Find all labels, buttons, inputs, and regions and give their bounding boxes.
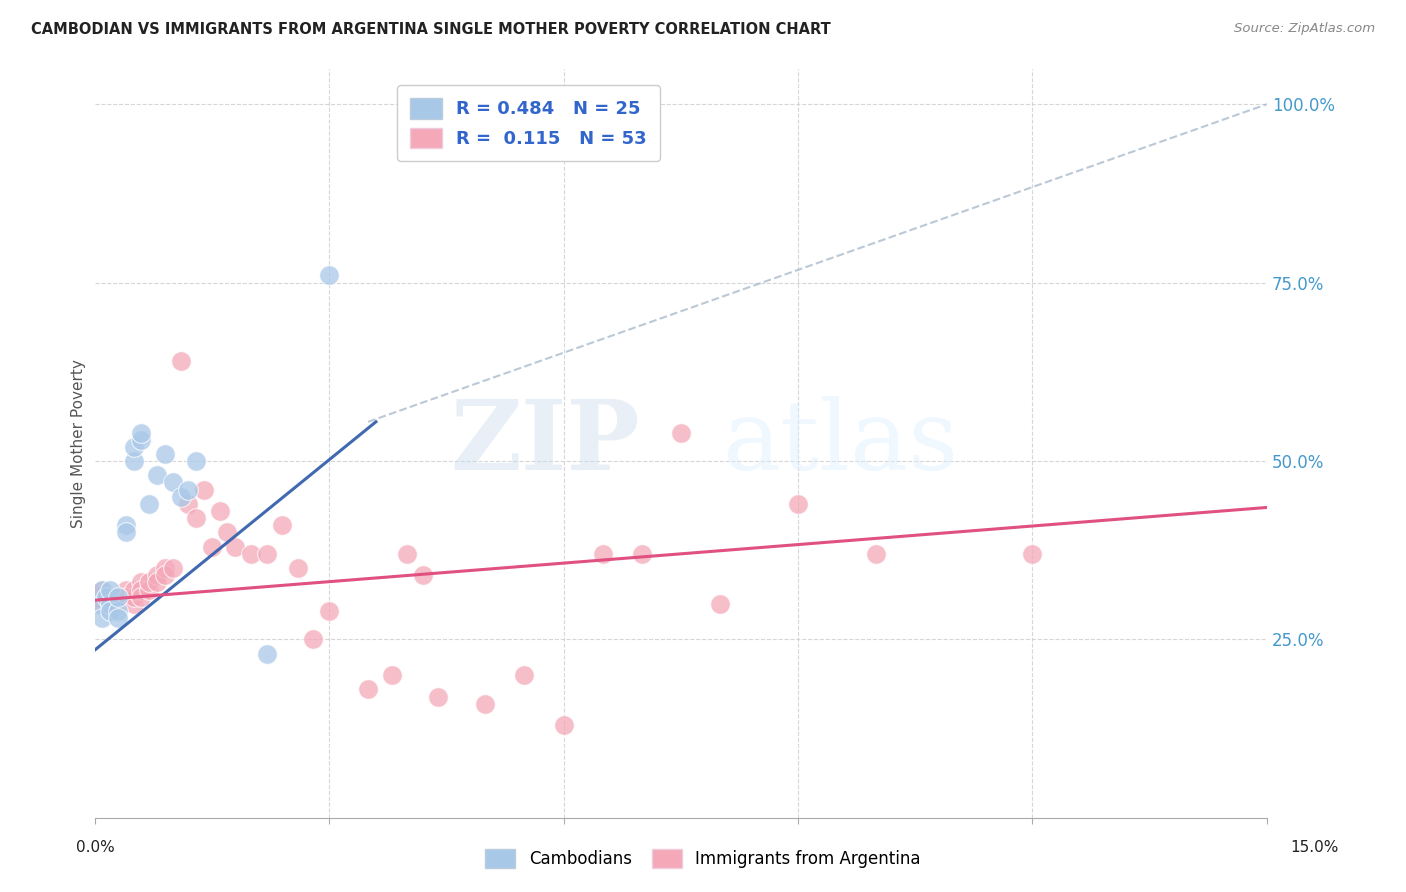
Legend: R = 0.484   N = 25, R =  0.115   N = 53: R = 0.484 N = 25, R = 0.115 N = 53 xyxy=(396,85,659,161)
Point xyxy=(146,568,169,582)
Point xyxy=(107,590,129,604)
Point xyxy=(107,590,129,604)
Point xyxy=(131,425,153,440)
Point xyxy=(131,433,153,447)
Point xyxy=(318,604,340,618)
Point xyxy=(122,440,145,454)
Point xyxy=(427,690,450,704)
Point xyxy=(709,597,731,611)
Text: atlas: atlas xyxy=(721,396,957,491)
Point xyxy=(177,483,200,497)
Point xyxy=(138,575,160,590)
Point xyxy=(357,682,380,697)
Point xyxy=(1021,547,1043,561)
Point xyxy=(98,597,121,611)
Point xyxy=(193,483,215,497)
Point xyxy=(98,604,121,618)
Point xyxy=(153,561,176,575)
Point xyxy=(553,718,575,732)
Point xyxy=(865,547,887,561)
Point xyxy=(114,518,136,533)
Point xyxy=(412,568,434,582)
Point xyxy=(271,518,294,533)
Point xyxy=(122,582,145,597)
Point xyxy=(98,597,121,611)
Text: 15.0%: 15.0% xyxy=(1291,840,1339,855)
Point xyxy=(287,561,309,575)
Point xyxy=(107,604,129,618)
Point xyxy=(302,632,325,647)
Point xyxy=(91,611,114,625)
Point xyxy=(169,490,191,504)
Point xyxy=(91,597,114,611)
Text: Source: ZipAtlas.com: Source: ZipAtlas.com xyxy=(1234,22,1375,36)
Point xyxy=(122,590,145,604)
Point xyxy=(87,597,110,611)
Point xyxy=(153,568,176,582)
Point xyxy=(162,475,184,490)
Point xyxy=(318,268,340,283)
Point xyxy=(256,547,278,561)
Point xyxy=(122,597,145,611)
Point xyxy=(87,590,110,604)
Point xyxy=(153,447,176,461)
Point xyxy=(256,647,278,661)
Text: CAMBODIAN VS IMMIGRANTS FROM ARGENTINA SINGLE MOTHER POVERTY CORRELATION CHART: CAMBODIAN VS IMMIGRANTS FROM ARGENTINA S… xyxy=(31,22,831,37)
Point xyxy=(224,540,246,554)
Point xyxy=(162,561,184,575)
Point xyxy=(513,668,536,682)
Point xyxy=(380,668,402,682)
Text: ZIP: ZIP xyxy=(450,396,640,491)
Point xyxy=(96,590,118,604)
Point xyxy=(396,547,419,561)
Point xyxy=(169,354,191,368)
Point xyxy=(131,590,153,604)
Point xyxy=(474,697,496,711)
Point xyxy=(122,454,145,468)
Point xyxy=(138,582,160,597)
Point xyxy=(131,582,153,597)
Legend: Cambodians, Immigrants from Argentina: Cambodians, Immigrants from Argentina xyxy=(479,842,927,875)
Point xyxy=(201,540,224,554)
Point xyxy=(131,575,153,590)
Point xyxy=(630,547,652,561)
Point xyxy=(208,504,231,518)
Point xyxy=(107,597,129,611)
Point xyxy=(669,425,692,440)
Point xyxy=(787,497,810,511)
Point xyxy=(146,575,169,590)
Point xyxy=(146,468,169,483)
Point xyxy=(98,590,121,604)
Point xyxy=(217,525,239,540)
Point xyxy=(96,590,118,604)
Point xyxy=(98,582,121,597)
Point xyxy=(186,511,208,525)
Point xyxy=(177,497,200,511)
Point xyxy=(114,525,136,540)
Point xyxy=(107,611,129,625)
Point xyxy=(114,582,136,597)
Text: 0.0%: 0.0% xyxy=(76,840,115,855)
Point xyxy=(107,597,129,611)
Point xyxy=(239,547,262,561)
Point xyxy=(91,582,114,597)
Point xyxy=(138,497,160,511)
Point xyxy=(114,590,136,604)
Point xyxy=(186,454,208,468)
Point xyxy=(592,547,614,561)
Y-axis label: Single Mother Poverty: Single Mother Poverty xyxy=(72,359,86,528)
Point xyxy=(91,582,114,597)
